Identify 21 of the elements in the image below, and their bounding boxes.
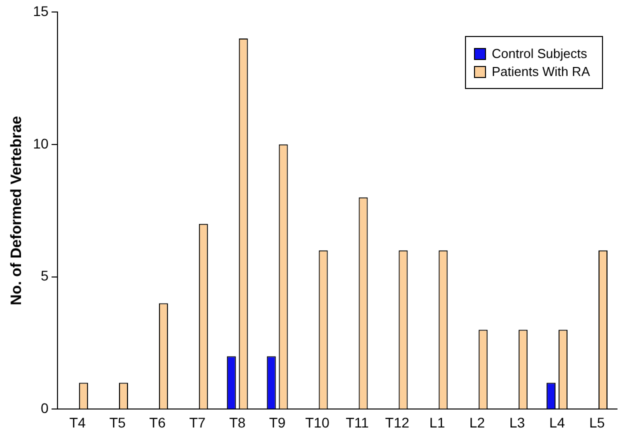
x-tick-label: L3 [509,414,526,430]
y-tick-label: 5 [40,268,49,284]
x-tick-label: L1 [429,414,446,430]
x-tick-label: T8 [229,414,246,430]
x-tick-label: T5 [109,414,126,430]
x-tick-label: L4 [549,414,566,430]
x-tick-label: T10 [305,414,330,430]
x-tick-label: T6 [149,414,166,430]
x-tick-label: T9 [269,414,286,430]
legend-label: Patients With RA [492,64,590,79]
x-tick-label: T7 [189,414,206,430]
x-tick-label: L5 [589,414,606,430]
x-tick-label: T12 [385,414,410,430]
y-tick-label: 15 [32,2,49,19]
x-tick-label: L2 [469,414,486,430]
y-axis-title: No. of Deformed Vertebrae [8,116,26,306]
x-tick-label: T4 [69,414,86,430]
legend-label: Control Subjects [492,46,588,61]
y-tick-label: 10 [32,135,49,152]
y-tick-label: 0 [40,400,49,416]
x-tick-label: T11 [346,414,370,430]
